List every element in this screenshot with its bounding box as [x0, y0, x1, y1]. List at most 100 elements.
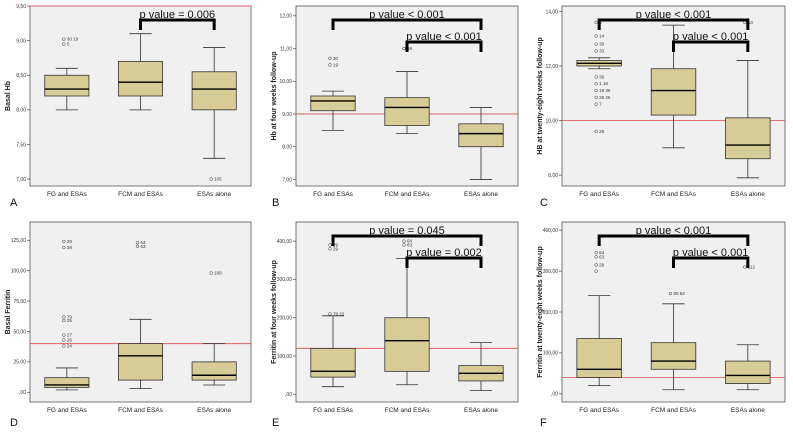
y-tick-label: 8,00 [282, 145, 292, 151]
outlier-label: 7 [599, 102, 602, 107]
x-category-label: ESAs alone [464, 191, 498, 198]
outlier-label: 27 [67, 333, 73, 338]
x-category-label: ESAs alone [464, 407, 498, 414]
outlier-label: 30 19 [67, 37, 79, 42]
p-value-label: p value = 0.002 [406, 247, 482, 259]
box [44, 377, 90, 388]
box [576, 338, 622, 378]
y-tick-label: 8,00 [16, 108, 26, 114]
comparison-bracket [672, 40, 750, 52]
outlier-point [594, 95, 598, 100]
outlier-point [62, 333, 66, 337]
outlier-point [402, 243, 406, 247]
box [725, 117, 771, 160]
outlier-label: 68 [407, 46, 413, 51]
y-tick-label: 200,00 [543, 310, 559, 316]
outlier-point [594, 20, 598, 25]
outlier-label: 36 [599, 74, 605, 79]
outlier-point [594, 49, 598, 53]
outlier-point [62, 37, 66, 41]
outlier-label: 79 [67, 314, 73, 319]
box [191, 71, 237, 111]
p-value-label: p value < 0.001 [636, 9, 712, 21]
outlier-point [594, 42, 598, 46]
outlier-label: 26 [67, 337, 73, 342]
p-value-label: p value < 0.001 [406, 31, 482, 43]
outlier-point [402, 239, 406, 243]
chart-panel-e: ,00 100,00 200,00 300,00 400,00 Ferritin at f… [271, 221, 519, 429]
outlier-point [328, 247, 332, 251]
outlier-label: 64 [141, 240, 147, 245]
outlier-label: 109 [214, 271, 222, 276]
y-tick-label: 7,00 [16, 177, 26, 183]
box [310, 347, 356, 378]
outlier-point [594, 263, 598, 267]
y-axis-label: Ferritin at four weeks follow-up [271, 260, 278, 364]
outlier-point [594, 269, 598, 273]
box [458, 123, 504, 148]
y-axis-label: Basal Ferritin [5, 290, 12, 335]
x-category-label: FG and ESAs [579, 191, 619, 198]
outlier-point [328, 56, 332, 61]
y-tick-label: 7,00 [282, 177, 292, 183]
box [191, 361, 237, 381]
outlier-point [594, 255, 598, 259]
y-tick-label: 400,00 [277, 239, 293, 245]
outlier-point [594, 34, 598, 38]
outlier-label: 29 [67, 239, 73, 244]
comparison-bracket [331, 18, 483, 30]
p-value-label: p value < 0.001 [673, 31, 749, 43]
y-tick-label: 10,00 [279, 79, 292, 85]
outlier-label: 63 [407, 242, 413, 247]
outlier-label: 80 62 [674, 291, 686, 296]
y-tick-label: 125,00 [11, 238, 27, 244]
outlier-label: 1 18 [599, 81, 608, 86]
outlier-point [402, 46, 406, 51]
outlier-point [668, 291, 673, 296]
outlier-label: 19 [333, 62, 339, 67]
p-value-label: p value < 0.001 [636, 225, 712, 237]
y-tick-label: 14,00 [545, 9, 558, 15]
chart-panel-c: 8,00 10,00 12,00 14,00 HB at twenty-eight we… [537, 5, 786, 209]
p-value-label: p value = 0.045 [369, 225, 445, 237]
outlier-point [594, 251, 598, 255]
x-category-label: FCM and ESAs [385, 407, 431, 414]
comparison-bracket [331, 234, 483, 246]
x-category-label: FCM and ESAs [118, 407, 164, 414]
outlier-point [135, 244, 140, 248]
outlier-label: 19 39 [599, 88, 611, 93]
outlier-label: 30 [333, 56, 339, 61]
y-tick-label: 12,00 [279, 14, 292, 20]
x-category-label: FCM and ESAs [385, 191, 431, 198]
outlier-point [328, 63, 332, 67]
x-category-label: ESAs alone [197, 191, 231, 198]
outlier-label: 24 [67, 344, 73, 349]
y-axis-label: Basal Hb [5, 81, 12, 111]
outlier-point [62, 245, 66, 250]
y-tick-label: ,00 [285, 392, 292, 398]
chart-panel-d: ,00 25,00 50,00 75,00 100,00 125,00 Basal Ferr… [5, 221, 252, 429]
outlier-point [743, 265, 747, 269]
outlier-label: 105 [214, 177, 222, 182]
outlier-point [594, 88, 598, 93]
box [44, 74, 90, 97]
x-category-label: FCM and ESAs [651, 191, 697, 198]
box [725, 360, 771, 384]
outlier-label: 30 [599, 42, 605, 47]
comparison-bracket [405, 256, 483, 268]
outlier-label: 112 [748, 265, 756, 270]
outlier-point [62, 344, 66, 348]
y-tick-label: 9,50 [16, 4, 26, 10]
x-category-label: FG and ESAs [313, 407, 353, 414]
x-category-label: FG and ESAs [47, 191, 87, 198]
box [384, 97, 430, 126]
y-tick-label: 200,00 [277, 316, 293, 322]
outlier-label: 13 [748, 20, 754, 25]
box [650, 68, 697, 116]
outlier-label: 33 [599, 49, 605, 54]
y-tick-label: 100,00 [277, 354, 293, 360]
panel-letter: B [272, 197, 279, 209]
panel-letter: E [272, 417, 279, 429]
p-value-label: p value < 0.001 [369, 9, 445, 21]
outlier-label: 29 [599, 262, 605, 267]
